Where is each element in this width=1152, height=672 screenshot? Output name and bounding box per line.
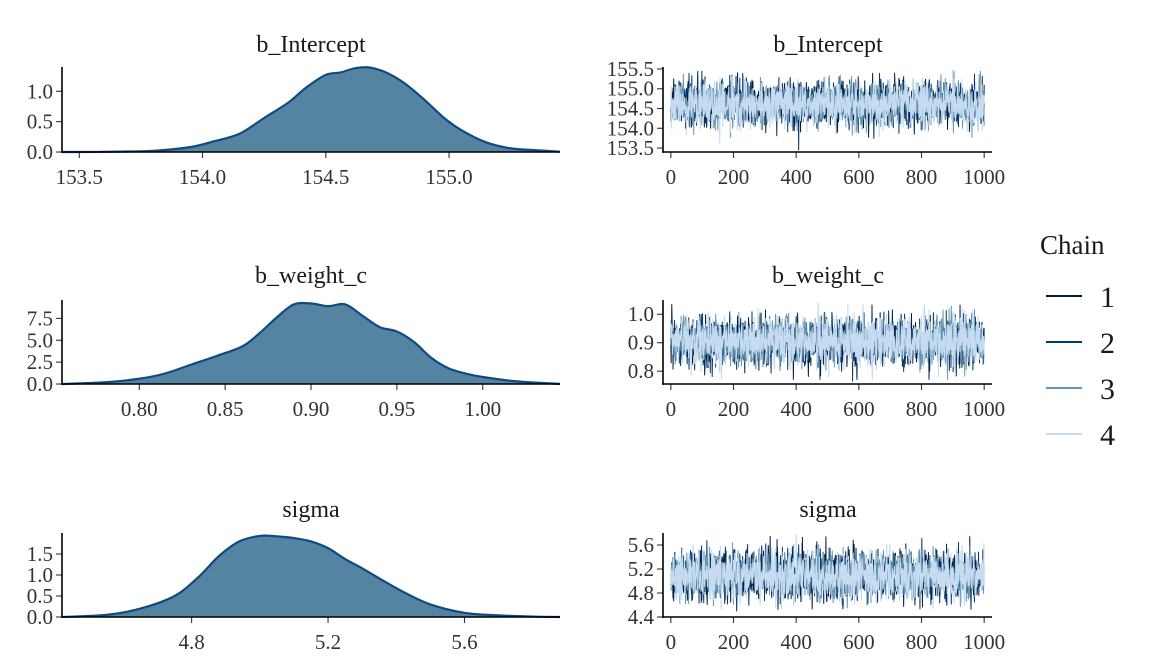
y-tick-label: 2.5 — [27, 350, 53, 374]
x-tick-label: 155.0 — [425, 165, 472, 189]
y-tick-label: 0.9 — [628, 331, 654, 355]
trace-line-chain-4 — [670, 69, 985, 144]
y-tick-label: 4.4 — [628, 605, 655, 629]
x-tick-label: 154.0 — [179, 165, 226, 189]
panel-title: b_Intercept — [773, 32, 883, 58]
legend-item-chain-2: 2 — [1046, 327, 1115, 360]
density-panel-b-weight-c: b_weight_c 0.02.55.07.5 0.80 0.85 0.90 0.95 1.… — [27, 263, 561, 421]
y-tick-label: 5.2 — [628, 557, 654, 581]
density-line — [61, 534, 561, 619]
x-tick-label: 800 — [906, 630, 938, 654]
legend-title: Chain — [1040, 230, 1105, 260]
x-tick-label: 0 — [666, 165, 677, 189]
x-tick-label: 0.85 — [207, 397, 244, 421]
panel-title: b_weight_c — [255, 263, 367, 289]
x-tick-label: 400 — [780, 165, 812, 189]
legend-item-chain-3: 3 — [1046, 373, 1115, 406]
legend-label: 2 — [1100, 327, 1115, 360]
density-line — [61, 301, 561, 386]
legend-label: 3 — [1100, 373, 1115, 406]
x-tick-label: 0.90 — [293, 397, 330, 421]
legend-label: 1 — [1100, 281, 1115, 314]
x-tick-label: 600 — [843, 630, 875, 654]
x-tick-label: 600 — [843, 397, 875, 421]
legend: Chain 1 2 3 4 — [1040, 230, 1115, 452]
legend-item-chain-1: 1 — [1046, 281, 1115, 314]
density-area — [62, 302, 560, 384]
y-tick-label: 0.5 — [27, 584, 53, 608]
density-area — [62, 67, 560, 152]
legend-item-chain-4: 4 — [1046, 419, 1115, 452]
y-tick-label: 1.0 — [27, 79, 53, 103]
x-tick-label: 1000 — [963, 630, 1005, 654]
y-tick-label: 7.5 — [27, 306, 53, 330]
x-tick-label: 200 — [718, 165, 750, 189]
panel-title: sigma — [282, 497, 340, 523]
density-panel-sigma: sigma 0.00.51.01.5 4.8 5.2 5.6 — [27, 497, 561, 654]
x-tick-label: 800 — [906, 165, 938, 189]
y-tick-label: 0.0 — [27, 372, 53, 396]
panel-title: sigma — [799, 497, 857, 523]
trace-line-chain-4 — [670, 533, 985, 610]
x-tick-label: 153.5 — [56, 165, 103, 189]
legend-label: 4 — [1100, 419, 1115, 452]
x-tick-label: 4.8 — [178, 630, 204, 654]
x-tick-label: 154.5 — [302, 165, 349, 189]
x-tick-label: 5.6 — [451, 630, 477, 654]
y-tick-label: 0.0 — [27, 140, 53, 164]
x-tick-label: 200 — [718, 630, 750, 654]
x-tick-label: 1000 — [963, 165, 1005, 189]
y-tick-label: 153.5 — [607, 136, 654, 160]
x-tick-label: 200 — [718, 397, 750, 421]
x-tick-label: 800 — [906, 397, 938, 421]
trace-panel-sigma: sigma 4.44.85.25.6 0 200 400 600 800 1000 — [628, 497, 1005, 654]
panel-title: b_Intercept — [256, 32, 366, 58]
y-tick-label: 4.8 — [628, 581, 654, 605]
y-tick-label: 1.0 — [628, 302, 654, 326]
y-tick-label: 5.0 — [27, 328, 53, 352]
y-tick-label: 154.5 — [607, 97, 654, 121]
x-tick-label: 0 — [666, 630, 677, 654]
y-tick-label: 154.0 — [607, 116, 654, 140]
x-tick-label: 400 — [780, 397, 812, 421]
x-tick-label: 0 — [666, 397, 677, 421]
x-tick-label: 5.2 — [315, 630, 341, 654]
y-tick-label: 1.5 — [27, 542, 53, 566]
x-tick-label: 1000 — [963, 397, 1005, 421]
x-tick-label: 400 — [780, 630, 812, 654]
x-tick-label: 0.95 — [378, 397, 415, 421]
y-tick-label: 155.5 — [607, 57, 654, 81]
density-panel-b-intercept: b_Intercept 0.0 0.5 1.0 153.5 154.0 154.5 155.0 — [27, 32, 561, 189]
y-tick-label: 5.6 — [628, 533, 654, 557]
y-tick-label: 0.0 — [27, 605, 53, 629]
y-tick-label: 155.0 — [607, 77, 654, 101]
x-tick-label: 600 — [843, 165, 875, 189]
y-tick-label: 1.0 — [27, 563, 53, 587]
x-tick-label: 1.00 — [464, 397, 501, 421]
x-tick-label: 0.80 — [121, 397, 158, 421]
trace-panel-b-weight-c: b_weight_c 0.8 0.9 1.0 0 200 400 600 800 1000 — [628, 263, 1005, 421]
density-area — [62, 535, 560, 617]
density-line — [61, 66, 561, 154]
trace-line-chain-4 — [670, 302, 985, 380]
y-tick-label: 0.5 — [27, 110, 53, 134]
y-tick-label: 0.8 — [628, 359, 654, 383]
panel-title: b_weight_c — [772, 263, 884, 289]
